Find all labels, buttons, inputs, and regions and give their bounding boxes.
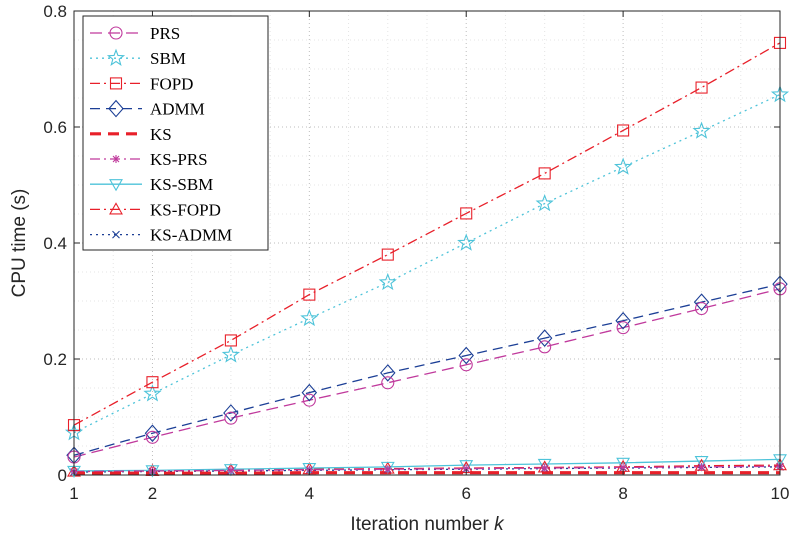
series-lines bbox=[73, 42, 781, 475]
legend-marker bbox=[112, 230, 120, 239]
legend-label: KS-ADMM bbox=[150, 226, 232, 245]
data-point-prs bbox=[459, 358, 473, 372]
data-point-ks-prs bbox=[697, 462, 706, 471]
legend-label: KS-PRS bbox=[150, 150, 208, 169]
data-point-fopd bbox=[538, 167, 551, 180]
data-point-sbm bbox=[143, 384, 162, 402]
data-point-ks-prs bbox=[619, 463, 628, 472]
data-point-admm bbox=[223, 404, 239, 422]
data-point-sbm bbox=[535, 193, 554, 212]
data-point-fopd bbox=[146, 376, 159, 389]
data-point-prs bbox=[616, 321, 630, 335]
data-point-sbm bbox=[300, 308, 319, 327]
data-point-ks-sbm bbox=[616, 457, 631, 470]
legend-marker bbox=[108, 99, 124, 118]
series-line-ks-fopd bbox=[73, 464, 781, 473]
data-point-fopd bbox=[617, 124, 630, 137]
legend-label: PRS bbox=[150, 24, 180, 43]
grid bbox=[74, 11, 780, 475]
x-axis-label: Iteration number k bbox=[350, 514, 505, 535]
legend-marker bbox=[106, 48, 126, 66]
data-point-sbm bbox=[378, 272, 397, 291]
data-point-ks-sbm bbox=[694, 456, 709, 469]
y-ticks: 0 0.2 0.4 0.6 0.8 bbox=[43, 2, 780, 485]
data-point-admm bbox=[144, 424, 161, 443]
data-point-prs bbox=[381, 376, 395, 390]
y-tick-label: 0 bbox=[58, 466, 67, 485]
legend-label: ADMM bbox=[150, 100, 205, 119]
data-point-ks-prs bbox=[540, 464, 549, 473]
data-point-admm bbox=[458, 346, 474, 365]
x-tick-label: 2 bbox=[148, 484, 157, 503]
data-point-ks-sbm bbox=[537, 458, 552, 472]
data-point-prs bbox=[224, 411, 238, 425]
data-point-admm bbox=[380, 364, 396, 382]
x-tick-label: 8 bbox=[618, 484, 627, 503]
data-point-ks-prs bbox=[383, 465, 392, 474]
data-point-ks-sbm bbox=[380, 461, 395, 474]
series-line-ks-sbm bbox=[73, 458, 781, 472]
data-point-sbm bbox=[692, 121, 711, 139]
y-tick-label: 0.8 bbox=[43, 2, 67, 21]
data-point-admm bbox=[536, 329, 553, 347]
legend-label: KS-SBM bbox=[150, 175, 213, 194]
series-line-ks-prs bbox=[73, 465, 781, 473]
x-tick-label: 10 bbox=[771, 484, 790, 503]
data-point-fopd bbox=[224, 334, 237, 347]
data-point-fopd bbox=[460, 207, 473, 220]
legend-label: FOPD bbox=[150, 74, 193, 93]
data-point-sbm bbox=[457, 233, 476, 251]
data-point-admm bbox=[615, 311, 631, 330]
y-tick-label: 0.2 bbox=[43, 350, 67, 369]
data-point-admm bbox=[693, 293, 710, 311]
x-ticks: 1 2 4 6 8 10 bbox=[69, 11, 789, 503]
series-line-prs bbox=[73, 288, 781, 458]
x-tick-label: 1 bbox=[69, 484, 78, 503]
series-line-ks bbox=[74, 471, 780, 475]
data-point-fopd bbox=[303, 288, 316, 301]
data-point-sbm bbox=[221, 345, 240, 363]
y-axis-label: CPU time (s) bbox=[9, 189, 30, 298]
x-axis-label-variable: k bbox=[494, 514, 505, 535]
legend-label: KS-FOPD bbox=[150, 200, 221, 219]
y-tick-label: 0.6 bbox=[43, 118, 67, 137]
legend-marker bbox=[109, 202, 123, 215]
data-point-ks-prs bbox=[462, 464, 471, 473]
x-tick-label: 4 bbox=[305, 484, 314, 503]
legend-marker bbox=[109, 77, 123, 90]
y-tick-label: 0.4 bbox=[43, 234, 67, 253]
series-line-fopd bbox=[73, 42, 781, 426]
legend: PRS SBM FOPD ADMM KS KS-PRS KS-SBM KS-FOPD KS-AD… bbox=[82, 15, 269, 251]
data-point-prs bbox=[695, 301, 709, 316]
x-axis-label-text: Iteration number bbox=[350, 514, 489, 535]
series-line-sbm bbox=[73, 93, 781, 434]
legend-label: KS bbox=[150, 125, 172, 144]
data-point-ks-prs bbox=[226, 466, 235, 475]
data-point-sbm bbox=[614, 157, 633, 175]
legend-marker bbox=[112, 155, 120, 163]
x-tick-label: 6 bbox=[461, 484, 470, 503]
data-point-ks-sbm bbox=[302, 462, 317, 476]
data-point-prs bbox=[538, 340, 552, 354]
legend-marker bbox=[109, 26, 123, 40]
data-point-prs bbox=[145, 430, 159, 444]
legend-label: SBM bbox=[150, 49, 186, 68]
data-point-admm bbox=[301, 383, 318, 402]
data-point-prs bbox=[302, 393, 316, 407]
legend-marker bbox=[109, 179, 123, 192]
data-point-fopd bbox=[381, 248, 394, 261]
series-line-admm bbox=[73, 283, 781, 456]
data-point-fopd bbox=[695, 81, 708, 94]
